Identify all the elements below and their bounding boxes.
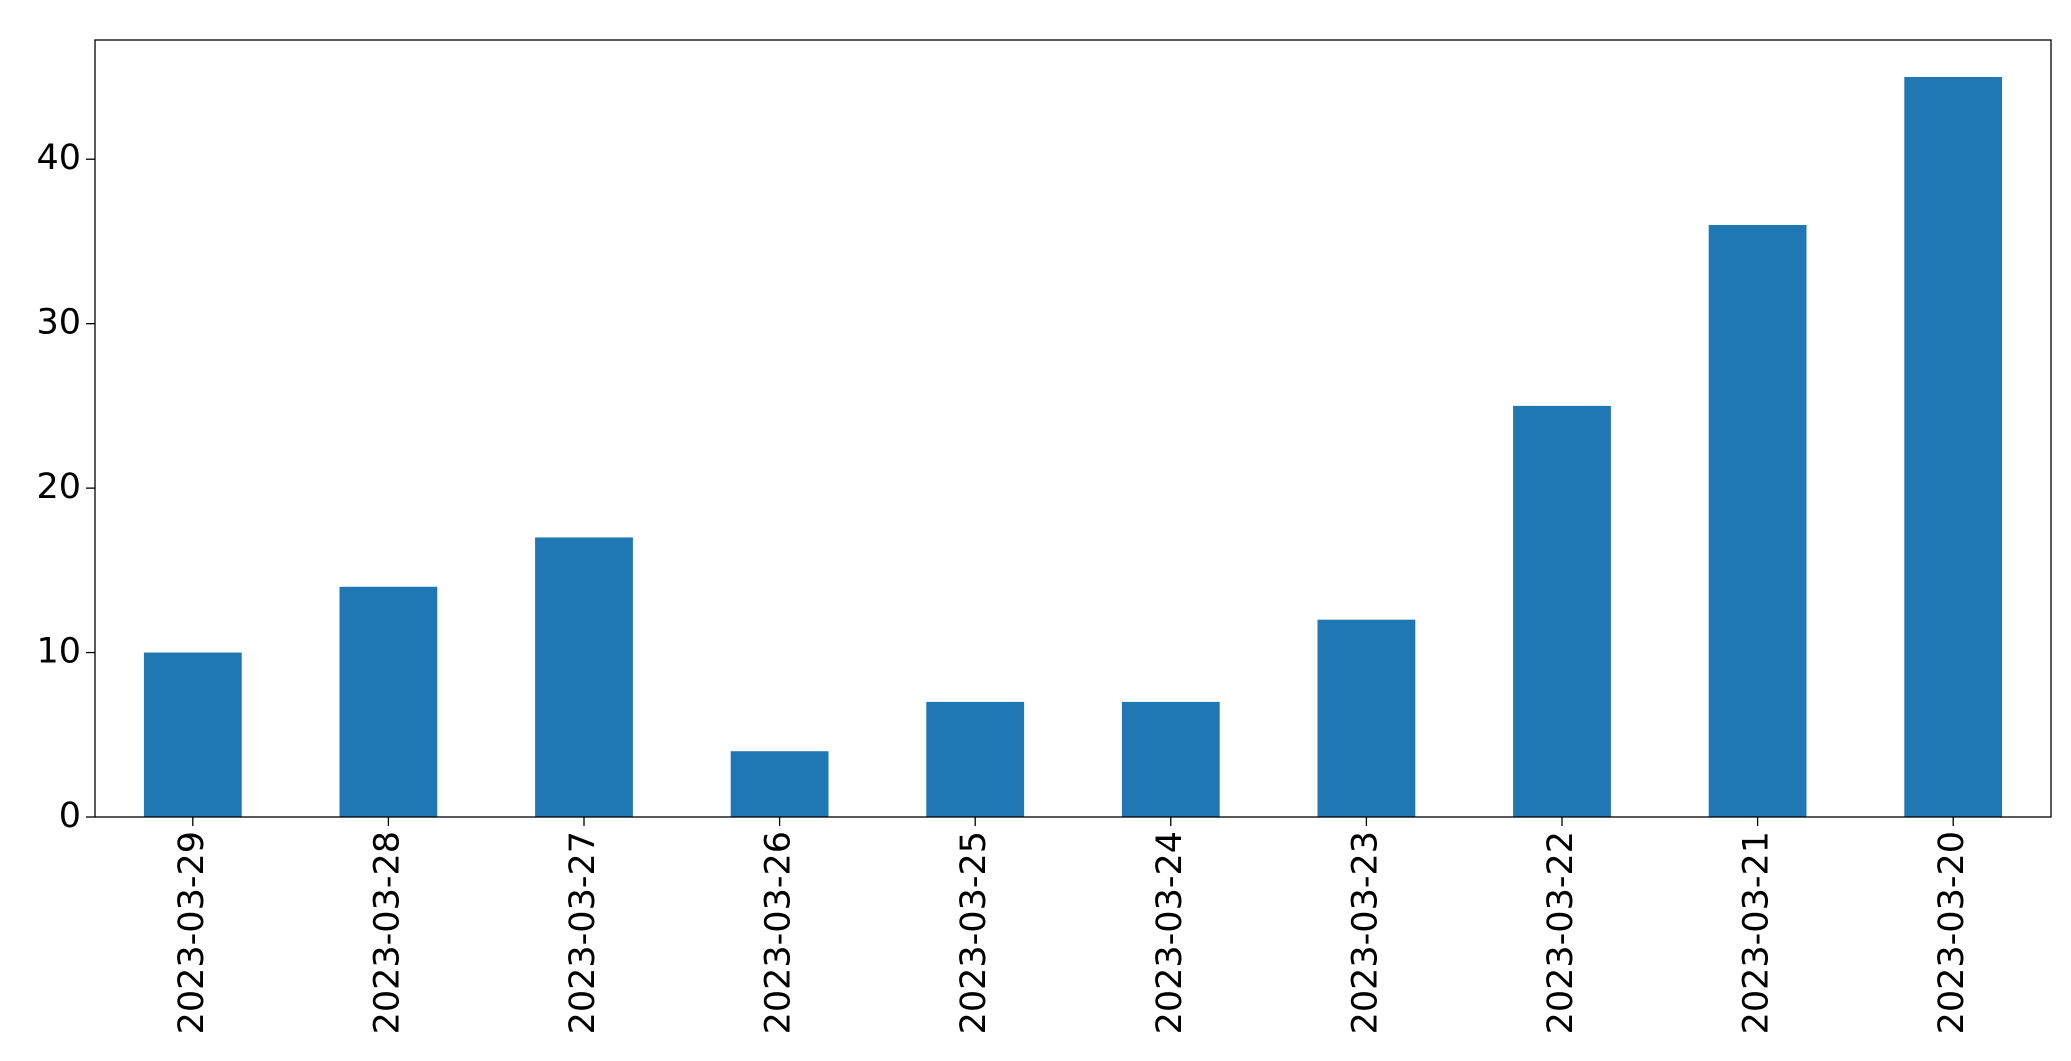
x-tick-label: 2023-03-21: [1737, 831, 1777, 1034]
x-tick-label: 2023-03-29: [172, 831, 212, 1034]
x-tick-label: 2023-03-26: [759, 831, 799, 1034]
x-tick-label: 2023-03-27: [563, 831, 603, 1034]
y-tick-label: 40: [36, 138, 81, 178]
x-tick-label: 2023-03-25: [954, 831, 994, 1034]
bar: [1121, 701, 1220, 817]
bar: [535, 537, 633, 817]
x-tick-label: 2023-03-24: [1150, 831, 1190, 1034]
x-tick-label: 2023-03-22: [1541, 831, 1581, 1034]
y-tick-label: 20: [36, 467, 81, 507]
y-tick-label: 10: [36, 632, 81, 672]
bar: [1708, 225, 1807, 817]
x-tick-label: 2023-03-28: [367, 831, 407, 1034]
plot-frame: [94, 39, 2052, 818]
bar: [926, 701, 1025, 817]
bar: [730, 751, 829, 817]
bar: [1904, 77, 2003, 817]
bar: [143, 652, 242, 817]
y-tick-label: 30: [36, 303, 81, 343]
bar: [339, 586, 438, 817]
bar: [1513, 405, 1611, 817]
y-tick-label: 0: [59, 796, 81, 836]
x-tick-label: 2023-03-23: [1345, 831, 1385, 1034]
bar: [1317, 619, 1416, 817]
x-tick-label: 2023-03-20: [1932, 831, 1972, 1034]
